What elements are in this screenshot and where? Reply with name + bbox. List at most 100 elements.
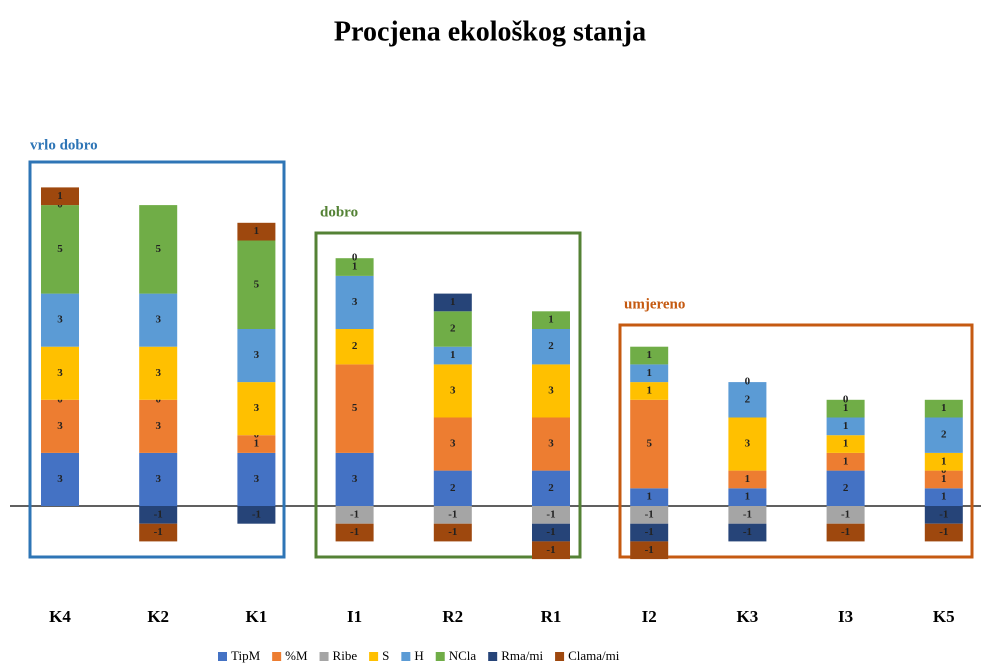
- group-box: [314, 231, 582, 559]
- bar-segment: [41, 452, 79, 506]
- bar-segment: [826, 470, 865, 506]
- data-label: 1: [254, 438, 260, 450]
- bar-segment: [139, 506, 178, 524]
- bar-segment: [237, 506, 276, 524]
- bar-segment: [335, 364, 374, 453]
- data-label: 2: [352, 340, 358, 352]
- bar-segment: [139, 452, 178, 506]
- legend-label: Rma/mi: [501, 648, 543, 663]
- bar-segment: [630, 541, 669, 560]
- data-label: -1: [546, 526, 555, 538]
- data-label: 3: [450, 438, 456, 450]
- bar-segment: [728, 417, 767, 471]
- bar-segment: [532, 329, 570, 365]
- bar-segment: [924, 506, 963, 524]
- data-label: 2: [843, 482, 849, 494]
- data-label: 5: [646, 438, 652, 450]
- data-label: 3: [155, 473, 161, 485]
- bar-segment: [924, 399, 963, 418]
- data-label: 3: [57, 420, 63, 432]
- bar-segment: [826, 523, 865, 542]
- bar-segment: [924, 417, 963, 453]
- data-label: 1: [843, 455, 849, 467]
- group-label: dobro: [320, 204, 358, 220]
- bar-segment: [728, 382, 767, 418]
- bar-segment: [237, 452, 276, 506]
- data-label: 5: [155, 243, 161, 255]
- x-tick-label: K1: [246, 607, 268, 626]
- x-tick-label: K2: [147, 607, 169, 626]
- data-label: -1: [841, 508, 850, 520]
- data-label: 0: [843, 393, 849, 405]
- data-label: 2: [941, 429, 947, 441]
- bar-segment: [728, 488, 767, 506]
- x-tick-label: K3: [737, 607, 759, 626]
- legend-label: TipM: [231, 648, 261, 663]
- data-label: 1: [843, 420, 849, 432]
- bar-segment: [728, 506, 767, 524]
- legend-label: Ribe: [333, 648, 358, 663]
- legend-swatch: [218, 652, 227, 661]
- bar-segment: [237, 329, 276, 383]
- bar-segment: [630, 399, 669, 489]
- group-box: [28, 160, 286, 559]
- legend-swatch: [488, 652, 498, 661]
- x-tick-label: R1: [541, 607, 562, 626]
- bar-segment: [335, 506, 374, 524]
- bar-segment: [41, 187, 79, 206]
- data-label: 3: [57, 473, 63, 485]
- data-label: 3: [450, 384, 456, 396]
- data-label: 1: [254, 225, 260, 237]
- data-label: -1: [939, 526, 948, 538]
- bar-segment: [237, 222, 276, 241]
- data-label: 1: [941, 491, 947, 503]
- data-label: 3: [352, 473, 358, 485]
- data-label: 1: [646, 349, 652, 361]
- data-label: 2: [450, 482, 456, 494]
- legend-label: Clama/mi: [568, 648, 620, 663]
- data-label: 1: [941, 473, 947, 485]
- data-label: 2: [548, 482, 554, 494]
- data-label: 3: [155, 367, 161, 379]
- data-label: 3: [254, 402, 260, 414]
- chart-title: Procjena ekološkog stanja: [334, 16, 646, 47]
- bar-segment: [41, 205, 79, 294]
- bar-segment: [139, 346, 178, 400]
- data-label: -1: [939, 508, 948, 520]
- bar-segment: [335, 452, 374, 506]
- bar-segment: [532, 541, 570, 560]
- data-label: 0: [745, 376, 751, 388]
- bar-segment: [826, 417, 865, 436]
- bar-segment: [630, 488, 669, 506]
- x-tick-label: I2: [642, 607, 657, 626]
- data-label: -1: [743, 526, 752, 538]
- legend-swatch: [272, 652, 282, 661]
- data-label: -1: [154, 508, 163, 520]
- x-tick-label: I3: [838, 607, 853, 626]
- legend-label: S: [382, 648, 389, 663]
- data-label: 1: [450, 296, 456, 308]
- group-box: [618, 323, 974, 559]
- data-label: 2: [745, 393, 751, 405]
- data-label: 1: [646, 491, 652, 503]
- group-label: umjereno: [624, 296, 685, 312]
- data-label: 2: [450, 323, 456, 335]
- bar-segment: [139, 399, 178, 453]
- bar-segment: [630, 523, 669, 542]
- data-label: 0: [352, 252, 358, 264]
- bar-segment: [335, 329, 374, 365]
- bar-segment: [630, 382, 669, 400]
- bar-segment: [532, 311, 570, 329]
- bar-segment: [532, 523, 570, 542]
- bar-segment: [433, 506, 472, 524]
- bar-segment: [433, 346, 472, 365]
- data-label: 1: [450, 349, 456, 361]
- legend-swatch: [435, 652, 445, 661]
- legend-swatch: [319, 652, 329, 661]
- data-label: 5: [254, 278, 260, 290]
- data-label: 3: [155, 314, 161, 326]
- data-label: -1: [350, 526, 359, 538]
- bar-segment: [924, 523, 963, 542]
- data-label: 1: [941, 402, 947, 414]
